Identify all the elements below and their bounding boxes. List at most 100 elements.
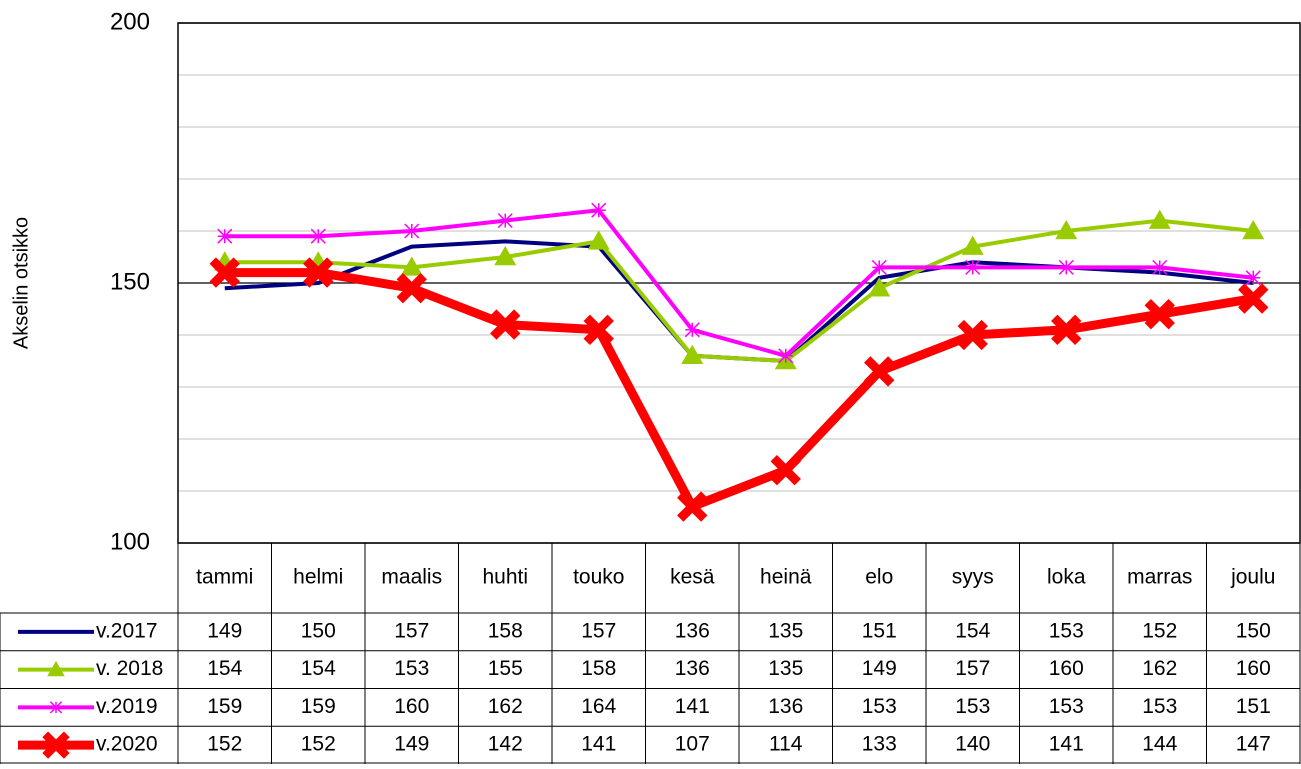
x-tick-label: touko [573, 566, 624, 589]
table-value: 158 [488, 619, 523, 642]
table-value: 159 [301, 695, 336, 718]
line [224, 208, 1254, 358]
marker [684, 322, 700, 338]
marker [1245, 270, 1261, 286]
table-value: 151 [862, 619, 897, 642]
marker [310, 228, 326, 244]
table-value: 153 [1049, 695, 1084, 718]
marker [681, 344, 704, 365]
table-value: 153 [1049, 619, 1084, 642]
series [217, 202, 1261, 364]
legend-label: v.2017 [96, 619, 158, 642]
table-value: 160 [1236, 657, 1271, 680]
marker [404, 223, 420, 239]
table-value: 141 [1049, 733, 1084, 756]
marker [1238, 283, 1269, 314]
x-tick-label: maalis [381, 566, 442, 589]
marker [1058, 259, 1074, 275]
marker [961, 235, 984, 255]
table-value: 149 [394, 733, 429, 756]
table-value: 158 [581, 657, 616, 680]
table-value: 150 [1236, 619, 1271, 642]
y-tick-label: 100 [110, 528, 150, 555]
x-tick-label: kesä [670, 566, 715, 589]
table-value: 160 [1049, 657, 1084, 680]
x-tick-label: joulu [1230, 566, 1275, 589]
table-value: 157 [581, 619, 616, 642]
marker [494, 246, 517, 266]
legend-label: v. 2018 [96, 657, 163, 680]
marker [303, 257, 334, 288]
table-value: 157 [955, 657, 990, 680]
table-value: 107 [675, 733, 710, 756]
table-value: 153 [394, 657, 429, 680]
table-value: 160 [394, 695, 429, 718]
table-value: 159 [207, 695, 242, 718]
marker [497, 213, 513, 229]
x-tick-label: loka [1047, 566, 1086, 589]
marker [587, 230, 610, 250]
table-value: 136 [675, 657, 710, 680]
table-value: 153 [955, 695, 990, 718]
table-value: 157 [394, 619, 429, 642]
table-value: 154 [207, 657, 242, 680]
table-value: 135 [768, 619, 803, 642]
table-value: 114 [769, 733, 803, 756]
marker [49, 701, 63, 714]
y-axis-label: Akselin otsikko [10, 217, 32, 349]
table-value: 149 [207, 619, 242, 642]
x-tick-label: helmi [293, 566, 343, 589]
table-value: 162 [488, 695, 523, 718]
table-value: 141 [675, 695, 710, 718]
table-value: 149 [862, 657, 897, 680]
marker [868, 277, 891, 297]
table-value: 164 [581, 695, 616, 718]
table-value: 162 [1142, 657, 1177, 680]
marker [47, 660, 65, 677]
y-tick-label: 150 [110, 268, 150, 295]
line [224, 218, 1254, 363]
marker [42, 731, 70, 759]
marker [957, 319, 988, 351]
y-tick-label: 200 [110, 8, 150, 35]
marker [400, 256, 423, 276]
marker [591, 202, 607, 218]
x-tick-label: huhti [482, 566, 528, 589]
marker [396, 273, 427, 304]
marker [770, 455, 801, 486]
table-value: 152 [301, 733, 336, 756]
marker [677, 491, 708, 522]
series [209, 257, 1269, 522]
table-value: 155 [488, 657, 523, 680]
marker [965, 259, 981, 275]
marker [1152, 259, 1168, 275]
table-value: 141 [581, 733, 616, 756]
x-tick-label: marras [1127, 566, 1192, 589]
x-tick-label: tammi [196, 566, 253, 589]
table-value: 154 [301, 657, 336, 680]
table-value: 150 [301, 619, 336, 642]
table-value: 136 [768, 695, 803, 718]
table-value: 151 [1236, 695, 1271, 718]
x-tick-label: elo [865, 566, 893, 589]
line [224, 268, 1254, 512]
table-value: 133 [862, 733, 897, 756]
marker [864, 356, 895, 387]
table-value: 152 [207, 733, 242, 756]
marker [490, 309, 521, 340]
table-value: 142 [488, 733, 523, 756]
marker [778, 348, 794, 364]
marker [1148, 209, 1171, 229]
marker [217, 228, 233, 244]
legend-label: v.2019 [96, 695, 158, 718]
series [213, 209, 1265, 370]
table-value: 147 [1236, 733, 1271, 756]
x-tick-label: syys [952, 566, 994, 589]
marker [1051, 314, 1082, 345]
table-value: 140 [955, 733, 990, 756]
marker [583, 314, 614, 345]
table-value: 136 [675, 619, 710, 642]
marker [209, 257, 240, 288]
